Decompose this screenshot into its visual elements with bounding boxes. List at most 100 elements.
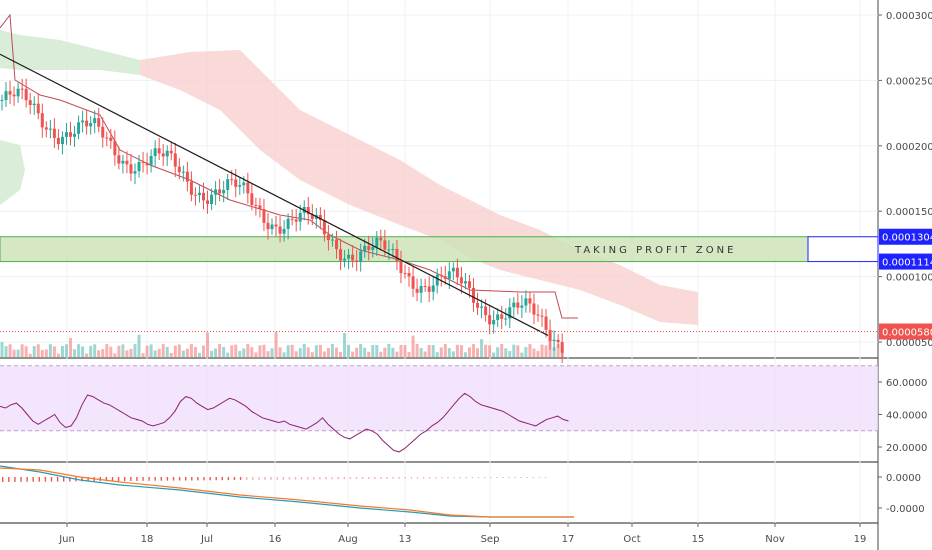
candle-body xyxy=(520,305,524,308)
candle-body xyxy=(226,179,230,190)
macd-histogram-bar xyxy=(264,477,266,480)
volume-bar xyxy=(113,353,117,357)
candle-body xyxy=(286,218,290,229)
volume-bar xyxy=(367,351,371,357)
volume-bar xyxy=(528,344,532,357)
price-tick-label: 0.00015000 xyxy=(886,207,932,218)
volume-bar xyxy=(540,344,544,357)
candle-body xyxy=(266,222,270,230)
volume-bar xyxy=(476,348,480,357)
volume-bar xyxy=(230,345,234,357)
candle-body xyxy=(12,94,16,97)
candle-body xyxy=(181,171,185,173)
volume-bar xyxy=(548,340,552,357)
candle-body xyxy=(73,133,77,137)
time-tick-label: 15 xyxy=(692,534,705,545)
last-price-label-bg xyxy=(879,323,932,340)
volume-bar xyxy=(302,344,306,357)
candle-body xyxy=(347,254,351,259)
volume-bar xyxy=(274,332,278,357)
volume-bar xyxy=(44,349,48,357)
macd-histogram-bar xyxy=(117,477,120,482)
candlesticks xyxy=(0,78,564,364)
candle-body xyxy=(210,194,214,204)
volume-bar xyxy=(117,345,121,357)
volume-bars xyxy=(0,332,564,357)
volume-bar xyxy=(193,346,197,357)
candle-body xyxy=(93,118,97,124)
candle-body xyxy=(407,273,411,277)
taking-profit-zone: TAKING PROFIT ZONE xyxy=(0,236,809,263)
candle-body xyxy=(459,277,463,284)
macd-histogram-bar xyxy=(81,477,83,482)
candle-body xyxy=(528,298,532,304)
candle-body xyxy=(141,161,145,163)
macd-histogram-bar xyxy=(483,477,486,479)
volume-bar xyxy=(383,347,387,357)
volume-bar xyxy=(326,348,330,357)
volume-bar xyxy=(415,344,419,357)
macd-histogram-bar xyxy=(105,477,108,482)
candle-body xyxy=(222,189,226,194)
candle-body xyxy=(423,286,427,288)
volume-bar xyxy=(161,344,165,357)
candle-body xyxy=(355,260,359,262)
zone-label: TAKING PROFIT ZONE xyxy=(574,245,736,256)
volume-bar xyxy=(351,351,355,357)
macd-histogram-bar xyxy=(239,477,242,481)
base-line-series xyxy=(0,13,578,319)
candle-body xyxy=(254,204,258,206)
candle-body xyxy=(24,88,28,101)
volume-bar xyxy=(77,344,81,357)
volume-bar xyxy=(121,344,125,357)
macd-histogram-bar xyxy=(331,477,333,480)
macd-panel: 0.0000 -0.0000 xyxy=(0,465,925,518)
candle-body xyxy=(149,156,153,166)
candle-body xyxy=(197,192,201,196)
time-tick-label: 19 xyxy=(854,534,867,545)
volume-bar xyxy=(411,335,415,357)
volume-bar xyxy=(371,345,375,357)
macd-histogram-bar xyxy=(294,477,297,480)
macd-histogram-bar xyxy=(392,477,394,479)
candle-body xyxy=(290,218,294,220)
candle-body xyxy=(282,228,286,234)
volume-bar xyxy=(64,344,68,357)
volume-bar xyxy=(403,345,407,357)
volume-bar xyxy=(189,344,193,357)
macd-histogram-bar xyxy=(307,477,309,480)
volume-bar xyxy=(407,351,411,357)
volume-bar xyxy=(423,351,427,357)
volume-bar xyxy=(97,350,101,357)
volume-bar xyxy=(298,348,302,357)
rsi-tick-label: 20.0000 xyxy=(886,443,927,454)
zone-price-boxes xyxy=(807,236,879,263)
volume-bar xyxy=(447,348,451,357)
candle-body xyxy=(44,127,48,130)
candle-body xyxy=(173,153,177,167)
candle-body xyxy=(193,194,197,196)
macd-histogram-bar xyxy=(38,477,40,482)
macd-histogram-bar xyxy=(185,477,187,481)
macd-histogram-bar xyxy=(380,477,382,479)
volume-bar xyxy=(282,352,286,357)
trend-line xyxy=(0,53,549,336)
volume-bar xyxy=(101,349,105,357)
candle-body xyxy=(367,245,371,251)
macd-histogram-bar xyxy=(313,477,315,480)
volume-bar xyxy=(141,353,145,357)
candle-body xyxy=(8,91,12,95)
candle-body xyxy=(306,206,310,215)
candle-body xyxy=(109,137,113,141)
candle-body xyxy=(161,153,165,157)
volume-bar xyxy=(234,344,238,357)
macd-histogram-bar xyxy=(453,477,455,479)
volume-bar xyxy=(435,352,439,357)
macd-histogram-bar xyxy=(124,477,126,481)
candle-body xyxy=(165,150,169,157)
candle-body xyxy=(399,261,403,274)
volume-bar xyxy=(512,344,516,357)
candle-body xyxy=(451,267,455,272)
candle-body xyxy=(129,164,133,174)
